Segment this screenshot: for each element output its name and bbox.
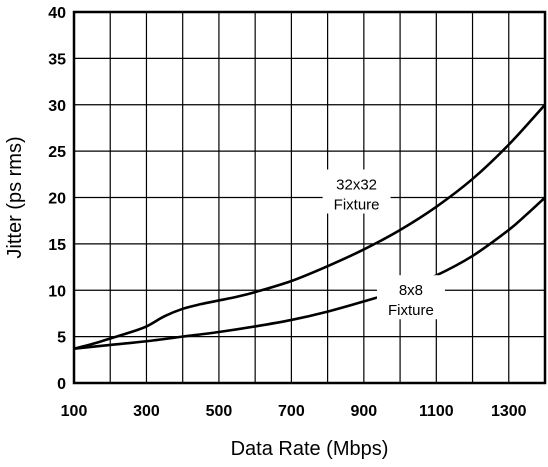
x-tick-label: 700 (278, 403, 305, 420)
x-axis-title: Data Rate (Mbps) (231, 438, 389, 460)
x-tick-label: 300 (133, 403, 160, 420)
y-tick-label: 5 (57, 330, 66, 347)
y-tick-label: 30 (48, 98, 66, 115)
y-tick-label: 40 (48, 5, 66, 22)
series-line-1 (73, 196, 546, 350)
y-tick-label: 0 (57, 376, 66, 393)
x-tick-label: 500 (206, 403, 233, 420)
x-tick-labels: 100 300 500 700 900 1100 1300 (61, 403, 527, 420)
x-tick-label: 1100 (419, 403, 454, 420)
y-axis-title: Jitter (ps rms) (4, 136, 26, 258)
y-tick-label: 20 (48, 191, 66, 208)
series-lines (73, 103, 546, 350)
series-label-1: 8x8 Fixture (388, 282, 434, 319)
y-tick-label: 15 (48, 237, 66, 254)
grid (74, 12, 545, 383)
y-tick-label: 25 (48, 144, 66, 161)
y-tick-labels: 0 5 10 15 20 25 30 35 40 (48, 5, 66, 393)
y-tick-label: 10 (48, 283, 66, 300)
series-labels: 32x32 Fixture 8x8 Fixture (322, 169, 445, 320)
series-label-0: 32x32 Fixture (334, 177, 380, 214)
y-tick-label: 35 (48, 51, 66, 68)
series-label-background (322, 169, 391, 214)
series-line-0 (73, 103, 546, 350)
x-tick-label: 900 (350, 403, 377, 420)
x-tick-label: 1300 (491, 403, 527, 420)
series-label-background (376, 275, 445, 320)
x-tick-label: 100 (61, 403, 88, 420)
